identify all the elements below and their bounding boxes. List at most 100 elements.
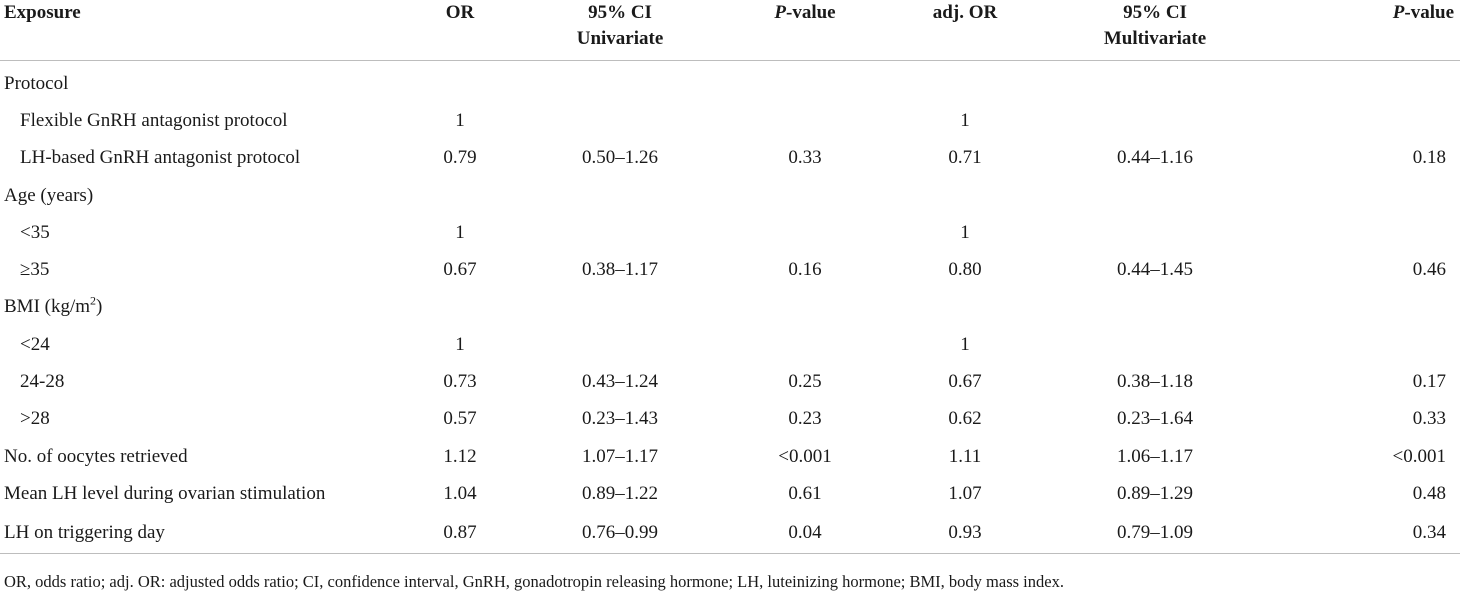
header-p-rest: -value	[786, 2, 836, 23]
cell-ci: 0.76–0.99	[520, 512, 720, 554]
cell-ci: 0.23–1.43	[582, 408, 658, 430]
row-label: >28	[20, 408, 50, 430]
table-row: LH-based GnRH antagonist protocol 0.79 0…	[0, 140, 1460, 177]
cell-p	[720, 289, 890, 326]
row-label: 24-28	[20, 371, 65, 393]
row-label-superscript: 2	[90, 294, 97, 309]
cell-adj-p: 0.18	[1412, 147, 1446, 169]
cell-ci	[520, 61, 720, 103]
row-label-tail: )	[96, 296, 103, 318]
cell-p: <0.001	[778, 445, 832, 467]
row-label: <35	[20, 221, 50, 243]
cell-p: 0.16	[788, 259, 822, 281]
cell-p	[720, 214, 890, 251]
cell-ci	[520, 177, 720, 214]
row-label: LH-based GnRH antagonist protocol	[20, 147, 301, 169]
cell-adj-or: 0.62	[948, 408, 982, 430]
cell-adj-or: 0.67	[948, 371, 982, 393]
cell-adj-or: 1	[960, 333, 970, 355]
header-or: OR	[400, 0, 520, 61]
cell-or	[400, 177, 520, 214]
cell-ci: 0.89–1.22	[582, 482, 658, 504]
cell-ci	[520, 289, 720, 326]
cell-or: 0.79	[443, 147, 477, 169]
row-label-text: BMI (kg/m	[4, 296, 91, 318]
table-row: ≥35 0.67 0.38–1.17 0.16 0.80 0.44–1.45 0…	[0, 251, 1460, 288]
header-ci-multivariate-line2: Multivariate	[1103, 28, 1207, 49]
cell-ci: 1.07–1.17	[582, 445, 658, 467]
odds-ratio-table: Exposure OR 95% CI Univariate P-value ad…	[0, 0, 1460, 554]
cell-adj-ci: 0.44–1.45	[1117, 259, 1193, 281]
cell-adj-ci: 1.06–1.17	[1117, 445, 1193, 467]
cell-or: 0.57	[443, 408, 477, 430]
cell-ci: 0.43–1.24	[582, 371, 658, 393]
cell-ci	[520, 102, 720, 139]
cell-adj-p	[1270, 61, 1460, 103]
cell-adj-ci	[1040, 214, 1270, 251]
cell-adj-ci: 0.89–1.29	[1117, 482, 1193, 504]
table-row: <24 1 1	[0, 326, 1460, 363]
cell-adj-or: 0.93	[890, 512, 1040, 554]
cell-or: 1.12	[443, 445, 477, 467]
cell-adj-or: 0.80	[948, 259, 982, 281]
cell-adj-ci	[1040, 177, 1270, 214]
cell-or: 1.04	[443, 482, 477, 504]
cell-adj-or: 1	[960, 109, 970, 131]
cell-adj-p	[1270, 102, 1460, 139]
cell-p: 0.33	[788, 147, 822, 169]
header-ci-univariate-line2: Univariate	[576, 28, 664, 49]
cell-adj-ci	[1040, 61, 1270, 103]
row-label: ≥35	[20, 259, 50, 281]
cell-p: 0.23	[788, 408, 822, 430]
cell-adj-p	[1270, 326, 1460, 363]
header-ci-multivariate: 95% CI Multivariate	[1040, 0, 1270, 61]
cell-or	[400, 61, 520, 103]
header-exposure: Exposure	[0, 0, 400, 61]
table-row: <35 1 1	[0, 214, 1460, 251]
cell-adj-or	[890, 177, 1040, 214]
cell-adj-p: 0.33	[1412, 408, 1446, 430]
row-label: Age (years)	[4, 184, 94, 206]
cell-adj-p	[1270, 177, 1460, 214]
cell-adj-or: 1.07	[948, 482, 982, 504]
header-p-italic: P	[1392, 2, 1405, 23]
cell-ci: 0.50–1.26	[582, 147, 658, 169]
cell-ci	[520, 326, 720, 363]
header-p-value-multivariate: P-value	[1270, 0, 1460, 61]
row-label: BMI (kg/m2)	[0, 289, 400, 326]
cell-adj-ci	[1040, 326, 1270, 363]
cell-adj-or: 0.71	[948, 147, 982, 169]
header-p-rest: -value	[1404, 2, 1454, 23]
cell-p	[720, 61, 890, 103]
cell-adj-p: 0.46	[1412, 259, 1446, 281]
cell-or: 0.73	[443, 371, 477, 393]
cell-adj-or: 1	[960, 221, 970, 243]
cell-adj-ci: 0.79–1.09	[1040, 512, 1270, 554]
table-footnote: OR, odds ratio; adj. OR: adjusted odds r…	[4, 572, 1064, 591]
table-row: Flexible GnRH antagonist protocol 1 1	[0, 102, 1460, 139]
row-label: <24	[20, 333, 50, 355]
cell-adj-p: 0.48	[1412, 482, 1446, 504]
table-row: LH on triggering day 0.87 0.76–0.99 0.04…	[0, 512, 1460, 554]
cell-or: 0.67	[443, 259, 477, 281]
cell-adj-p	[1270, 214, 1460, 251]
header-ci-univariate-line1: 95% CI	[588, 2, 652, 23]
table-row: Mean LH level during ovarian stimulation…	[0, 475, 1460, 512]
header-row: Exposure OR 95% CI Univariate P-value ad…	[0, 0, 1460, 61]
cell-adj-ci: 0.23–1.64	[1117, 408, 1193, 430]
row-label: Protocol	[4, 72, 69, 94]
cell-p: 0.61	[788, 482, 822, 504]
table-row: BMI (kg/m2)	[0, 289, 1460, 326]
cell-or: 1	[455, 333, 465, 355]
cell-adj-p	[1270, 289, 1460, 326]
cell-adj-p: <0.001	[1392, 445, 1446, 467]
table-row: No. of oocytes retrieved 1.12 1.07–1.17 …	[0, 438, 1460, 475]
cell-or: 1	[455, 221, 465, 243]
cell-or: 0.87	[400, 512, 520, 554]
cell-adj-ci	[1040, 289, 1270, 326]
row-label: Flexible GnRH antagonist protocol	[20, 109, 288, 131]
table-row: Protocol	[0, 61, 1460, 103]
header-ci-univariate: 95% CI Univariate	[520, 0, 720, 61]
table-row: 24-28 0.73 0.43–1.24 0.25 0.67 0.38–1.18…	[0, 363, 1460, 400]
